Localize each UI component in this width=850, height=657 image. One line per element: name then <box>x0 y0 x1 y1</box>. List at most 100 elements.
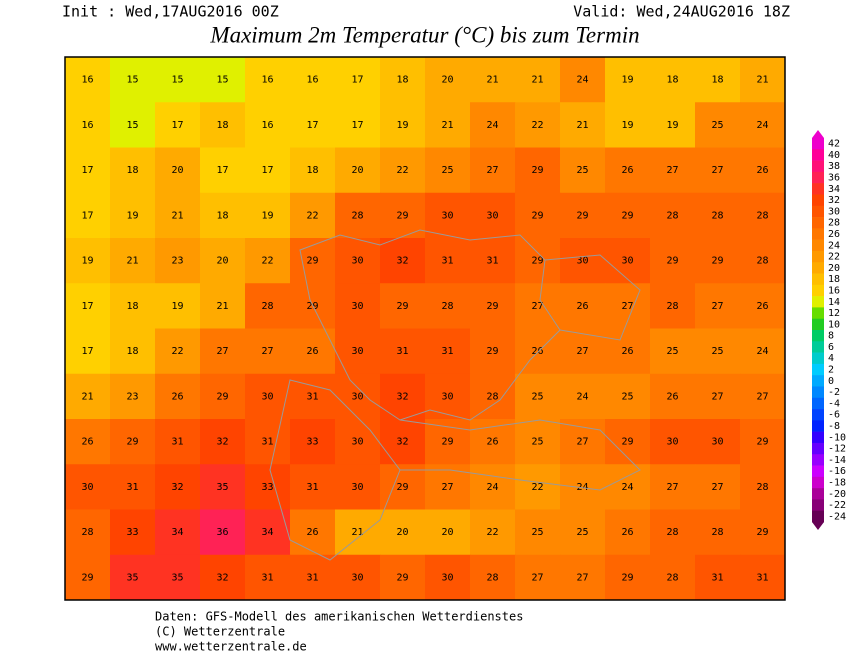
temperature-cell <box>155 464 201 510</box>
temperature-value: 31 <box>441 256 453 267</box>
temperature-value: 18 <box>216 210 228 221</box>
temperature-cell <box>335 283 381 329</box>
temperature-value: 31 <box>711 572 723 583</box>
scale-arrow-bottom <box>812 522 824 530</box>
temperature-cell <box>470 147 516 194</box>
temperature-value: 30 <box>441 572 453 583</box>
temperature-cell <box>470 464 516 510</box>
temperature-value: 29 <box>666 256 678 267</box>
temperature-cell <box>245 192 291 239</box>
temperature-value: 30 <box>351 346 363 357</box>
scale-swatch <box>812 499 824 512</box>
temperature-value: 33 <box>261 482 273 493</box>
temperature-cell <box>740 554 786 601</box>
scale-swatch <box>812 307 824 320</box>
temperature-cell <box>110 554 156 601</box>
temperature-value: 27 <box>666 165 678 176</box>
temperature-value: 31 <box>261 437 273 448</box>
border <box>399 419 641 491</box>
temperature-cell <box>110 238 156 284</box>
temperature-value: 21 <box>756 75 768 86</box>
temperature-value: 27 <box>711 165 723 176</box>
temperature-cell <box>515 283 561 329</box>
temperature-value: 16 <box>81 120 93 131</box>
temperature-value: 25 <box>621 391 633 402</box>
temperature-cell <box>470 328 516 375</box>
temperature-value: 20 <box>441 75 453 86</box>
temperature-cell <box>200 373 246 420</box>
temperature-cell <box>245 283 291 329</box>
temperature-value: 31 <box>261 572 273 583</box>
temperature-cell <box>65 238 111 284</box>
scale-label: 30 <box>828 206 840 217</box>
temperature-cell <box>335 57 381 103</box>
scale-swatch <box>812 318 824 331</box>
temperature-cell <box>515 509 561 556</box>
temperature-cell <box>335 328 381 375</box>
temperature-cell <box>290 373 336 420</box>
temperature-value: 35 <box>216 482 228 493</box>
temperature-cell <box>335 509 381 556</box>
temperature-value: 16 <box>261 120 273 131</box>
temperature-value: 27 <box>576 346 588 357</box>
scale-swatch <box>812 488 824 500</box>
temperature-cell <box>380 509 426 556</box>
temperature-value: 26 <box>531 346 543 357</box>
temperature-value: 25 <box>531 391 543 402</box>
temperature-value: 17 <box>351 75 363 86</box>
temperature-cell <box>65 283 111 329</box>
temperature-value: 33 <box>306 437 318 448</box>
temperature-value: 25 <box>711 120 723 131</box>
temperature-cell <box>290 464 336 510</box>
temperature-cell <box>65 419 111 465</box>
temperature-value: 26 <box>486 437 498 448</box>
temperature-cell <box>605 102 651 148</box>
temperature-cell <box>110 283 156 329</box>
scale-label: 34 <box>828 184 840 195</box>
temperature-value: 22 <box>261 256 273 267</box>
temperature-cell <box>245 102 291 148</box>
temperature-cell <box>290 192 336 239</box>
scale-swatch <box>812 262 824 274</box>
scale-swatch <box>812 454 824 466</box>
temperature-value: 26 <box>756 165 768 176</box>
scale-swatch <box>812 397 824 410</box>
temperature-cell <box>650 554 696 601</box>
scale-label: 32 <box>828 195 840 206</box>
temperature-cell <box>515 328 561 375</box>
temperature-cell <box>425 192 471 239</box>
temperature-value: 16 <box>261 75 273 86</box>
temperature-cell <box>650 464 696 510</box>
scale-label: 42 <box>828 139 840 150</box>
scale-label: -20 <box>828 489 846 500</box>
temperature-value: 18 <box>126 346 138 357</box>
temperature-cell <box>695 464 741 510</box>
temperature-value: 27 <box>531 572 543 583</box>
temperature-cell <box>380 283 426 329</box>
temperature-cell <box>425 554 471 601</box>
temperature-value: 22 <box>531 482 543 493</box>
temperature-value: 24 <box>576 391 588 402</box>
temperature-value: 27 <box>711 301 723 312</box>
temperature-value: 31 <box>306 391 318 402</box>
temperature-cell <box>425 283 471 329</box>
temperature-cell <box>695 192 741 239</box>
temperature-value: 18 <box>216 120 228 131</box>
border <box>544 254 641 341</box>
temperature-value: 29 <box>486 301 498 312</box>
temperature-value: 29 <box>396 301 408 312</box>
temperature-cell <box>470 373 516 420</box>
temperature-value: 24 <box>576 75 588 86</box>
temperature-cell <box>740 57 786 103</box>
temperature-cell <box>335 192 381 239</box>
temperature-value: 23 <box>126 391 138 402</box>
temperature-cell <box>335 554 381 601</box>
temperature-value: 26 <box>81 437 93 448</box>
temperature-cell <box>200 238 246 284</box>
temperature-value: 24 <box>756 346 768 357</box>
scale-label: 20 <box>828 263 840 274</box>
scale-swatch <box>812 160 824 173</box>
color-scale: 424038363432302826242220181614121086420-… <box>812 130 846 530</box>
temperature-cell <box>560 464 606 510</box>
temperature-value: 30 <box>441 391 453 402</box>
